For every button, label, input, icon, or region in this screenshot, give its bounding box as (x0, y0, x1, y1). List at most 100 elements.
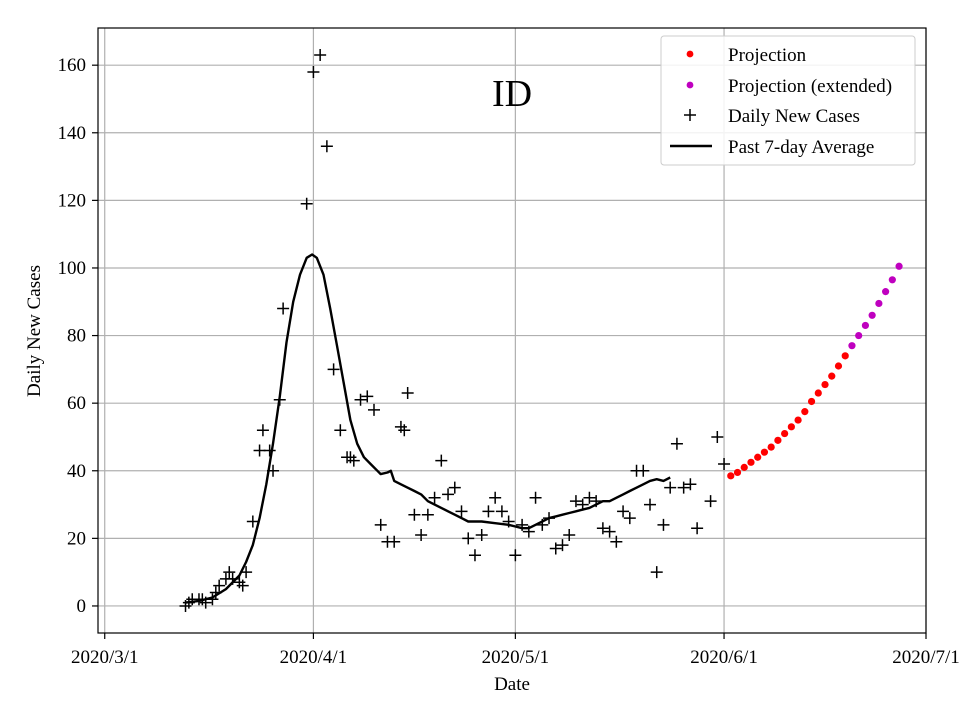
projection-point (828, 373, 835, 380)
daily-new-cases-point (344, 451, 356, 463)
projection-point (774, 437, 781, 444)
daily-new-cases-point (550, 543, 562, 555)
daily-new-cases-point (489, 492, 501, 504)
daily-new-cases-point (651, 566, 663, 578)
projection-extended-point (855, 332, 862, 339)
daily-new-cases-point (361, 390, 373, 402)
daily-new-cases-point (624, 512, 636, 524)
daily-new-cases-point (314, 49, 326, 61)
daily-new-cases-point (482, 505, 494, 517)
legend-projection-extended-label: Projection (extended) (728, 76, 892, 97)
projection-point (761, 449, 768, 456)
daily-new-cases-point (671, 438, 683, 450)
daily-new-cases-point (408, 509, 420, 521)
legend-projection-extended-marker (687, 82, 694, 89)
daily-new-cases-point (355, 394, 367, 406)
daily-new-cases-point (435, 455, 447, 467)
x-tick-label: 2020/5/1 (482, 647, 550, 668)
projection-point (842, 352, 849, 359)
daily-new-cases-point (556, 539, 568, 551)
daily-new-cases-point (277, 303, 289, 315)
chart-title: ID (492, 73, 532, 115)
daily-new-cases-point (637, 465, 649, 477)
x-tick-label: 2020/3/1 (71, 647, 139, 668)
projection-point (808, 398, 815, 405)
y-tick-label: 120 (58, 190, 87, 211)
daily-new-cases-point (691, 522, 703, 534)
daily-new-cases-point (368, 404, 380, 416)
projection-extended-point (882, 288, 889, 295)
projection-point (821, 381, 828, 388)
daily-new-cases-point (718, 458, 730, 470)
y-tick-label: 60 (67, 393, 86, 414)
daily-new-cases-point (442, 488, 454, 500)
projection-extended-point (889, 276, 896, 283)
x-axis-label: Date (494, 674, 530, 695)
daily-new-cases-point (583, 492, 595, 504)
daily-new-cases-point (610, 536, 622, 548)
daily-new-cases-point (530, 492, 542, 504)
y-tick-label: 20 (67, 528, 86, 549)
daily-new-cases-point (664, 482, 676, 494)
daily-new-cases-point (422, 509, 434, 521)
daily-new-cases-point (644, 499, 656, 511)
past-7-day-average-line (186, 255, 671, 603)
chart: 2020/3/1 2020/4/1 2020/5/1 2020/6/1 2020/7/1… (0, 0, 960, 720)
daily-new-cases-point (469, 549, 481, 561)
projection-point (781, 430, 788, 437)
projection-point (747, 459, 754, 466)
daily-new-cases-point (395, 421, 407, 433)
y-tick-label: 140 (58, 123, 87, 144)
projection-point (788, 423, 795, 430)
daily-new-cases-point (563, 529, 575, 541)
daily-new-cases-point (657, 519, 669, 531)
daily-new-cases-point (307, 66, 319, 78)
daily-new-cases-point (462, 532, 474, 544)
projection-extended-point (848, 342, 855, 349)
daily-new-cases-point (570, 495, 582, 507)
daily-new-cases-point (375, 519, 387, 531)
daily-new-cases-point (301, 198, 313, 210)
legend: Projection Projection (extended) Daily N… (661, 36, 915, 165)
daily-new-cases-point (237, 580, 249, 592)
projection-point (768, 444, 775, 451)
projection-extended-point (869, 312, 876, 319)
projection-point (815, 389, 822, 396)
daily-new-cases-point (415, 529, 427, 541)
daily-new-cases-point (604, 526, 616, 538)
projection-point (794, 416, 801, 423)
daily-new-cases-point (597, 522, 609, 534)
projection-point (741, 464, 748, 471)
daily-new-cases-point (617, 505, 629, 517)
y-tick-label: 160 (58, 55, 87, 76)
projection-extended-point (862, 322, 869, 329)
projection-point (801, 408, 808, 415)
legend-projection-label: Projection (728, 45, 807, 66)
projection-extended-point (895, 263, 902, 270)
legend-daily-cases-label: Daily New Cases (728, 106, 860, 127)
y-tick-label: 0 (77, 596, 87, 617)
daily-new-cases-point (398, 424, 410, 436)
daily-new-cases-point (684, 478, 696, 490)
daily-new-cases-point (711, 431, 723, 443)
daily-new-cases-point (496, 505, 508, 517)
x-tick-label: 2020/4/1 (280, 647, 348, 668)
y-axis-label: Daily New Cases (24, 265, 45, 397)
projection-extended-point (875, 300, 882, 307)
projection-point (754, 454, 761, 461)
daily-new-cases-point (402, 387, 414, 399)
daily-new-cases-point (257, 424, 269, 436)
x-tick-label: 2020/6/1 (690, 647, 758, 668)
daily-new-cases-point (223, 566, 235, 578)
daily-new-cases-point (264, 444, 276, 456)
legend-projection-marker (687, 51, 694, 58)
daily-new-cases-point (321, 140, 333, 152)
daily-new-cases-point (509, 549, 521, 561)
x-tick-label: 2020/7/1 (892, 647, 960, 668)
daily-new-cases-point (705, 495, 717, 507)
daily-new-cases-point (334, 424, 346, 436)
y-tick-label: 100 (58, 258, 87, 279)
daily-new-cases-point (348, 455, 360, 467)
daily-new-cases-point (328, 363, 340, 375)
y-tick-label: 40 (67, 461, 86, 482)
